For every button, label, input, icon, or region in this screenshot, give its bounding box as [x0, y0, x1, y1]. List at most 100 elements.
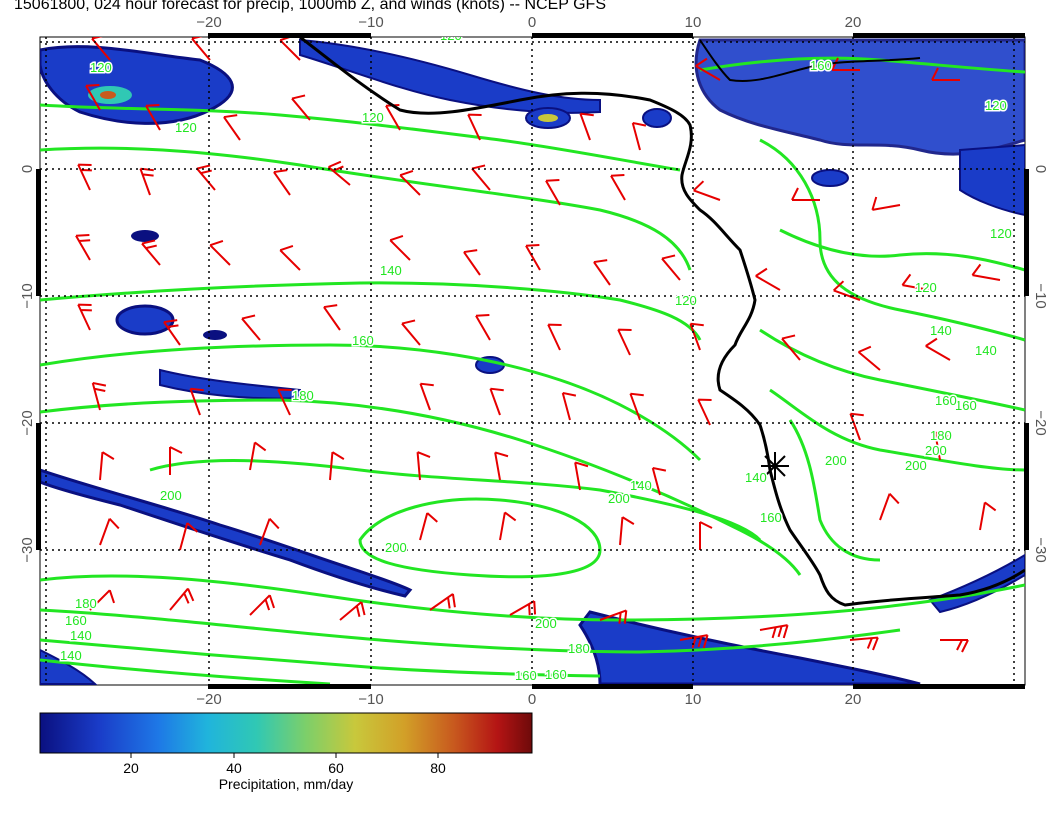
- wind-barb: [85, 83, 101, 111]
- wind-barb: [593, 259, 611, 286]
- contour-label: 120: [90, 60, 112, 75]
- lat-tick-right: −30: [1032, 537, 1049, 562]
- wind-barbs: [75, 37, 1001, 653]
- contour-label: 120: [175, 120, 197, 135]
- contour-label: 160: [810, 58, 832, 73]
- contour-line: [40, 146, 692, 271]
- wind-barb: [940, 639, 969, 653]
- wind-barb: [679, 634, 709, 649]
- wind-barb: [463, 249, 481, 276]
- wind-barb: [241, 314, 261, 341]
- wind-barb: [699, 521, 713, 550]
- wind-barb: [934, 431, 949, 461]
- wind-barb: [689, 322, 704, 351]
- precip-patch: [203, 330, 227, 340]
- wind-barb: [475, 313, 491, 341]
- precip-band-itcz: [299, 38, 601, 114]
- height-contours: [40, 56, 1025, 685]
- wind-barb: [781, 334, 801, 361]
- contour-line: [40, 574, 1025, 622]
- wind-barb: [545, 178, 561, 206]
- colorbar-tick-label: 80: [430, 760, 446, 776]
- contour-label: 180: [292, 388, 314, 403]
- wind-barb: [419, 512, 438, 541]
- wind-barb: [561, 391, 577, 421]
- contour-label: 140: [380, 263, 402, 278]
- contour-line: [40, 398, 802, 576]
- wind-barb: [471, 164, 491, 191]
- contour-line: [40, 103, 681, 172]
- colorbar-title: Precipitation, mm/day: [219, 776, 354, 792]
- wind-barb: [871, 196, 901, 211]
- wind-barb: [277, 388, 292, 416]
- wind-barb: [849, 636, 879, 651]
- contour-label: 140: [70, 628, 92, 643]
- contour-label: 160: [515, 668, 537, 683]
- wind-barb: [693, 180, 721, 201]
- contour-line: [40, 343, 702, 462]
- lon-tick-top: 20: [845, 14, 862, 31]
- wind-barb: [925, 337, 951, 361]
- contour-line: [788, 419, 881, 562]
- wind-barb: [399, 170, 421, 196]
- contour-label: 200: [825, 453, 847, 468]
- lon-tick-top: 10: [685, 14, 702, 31]
- lat-tick-left: −30: [19, 537, 36, 562]
- lon-tick-bottom: 10: [685, 691, 702, 708]
- contour-line: [40, 281, 702, 341]
- wind-barb: [879, 493, 900, 521]
- wind-barb: [196, 164, 216, 191]
- precip-core: [538, 114, 558, 122]
- contour-label: 200: [905, 458, 927, 473]
- wind-barb: [619, 516, 635, 546]
- precip-core: [100, 91, 116, 99]
- contour-label: 180: [568, 641, 590, 656]
- wind-barb: [525, 243, 541, 271]
- wind-barb: [279, 245, 301, 271]
- coastline: [299, 37, 1025, 607]
- wind-barb: [419, 382, 434, 411]
- contour-label: 120: [915, 280, 937, 295]
- wind-barb: [141, 239, 161, 266]
- coastline-north: [699, 39, 921, 82]
- lat-tick-left: 0: [19, 165, 36, 173]
- wind-barb: [259, 518, 280, 546]
- wind-barb: [857, 345, 881, 371]
- wind-barb: [89, 589, 115, 611]
- contour-line: [149, 459, 762, 542]
- colorbar-tick-label: 60: [328, 760, 344, 776]
- contour-label: 160: [352, 333, 374, 348]
- wind-barb: [579, 112, 594, 141]
- contour-label: 120: [990, 226, 1012, 241]
- wind-barb: [249, 441, 267, 471]
- wind-barb: [661, 254, 681, 281]
- colorbar-ticks: [130, 753, 439, 758]
- contour-label: 120: [440, 28, 462, 43]
- precip-patch: [131, 230, 159, 242]
- wind-barb: [617, 328, 632, 356]
- wind-barb: [651, 466, 667, 496]
- wind-barb: [755, 267, 781, 291]
- contour-label: 200: [608, 491, 630, 506]
- wind-barb: [339, 601, 366, 621]
- wind-barb: [833, 280, 861, 301]
- contour-label: 140: [930, 323, 952, 338]
- wind-barb: [323, 304, 341, 331]
- contour-label: 120: [675, 293, 697, 308]
- wind-barb: [401, 319, 421, 346]
- wind-barb: [223, 114, 241, 141]
- contour-label: 180: [930, 428, 952, 443]
- wind-barb: [169, 587, 195, 611]
- lat-tick-right: −20: [1032, 410, 1049, 435]
- lon-tick-bottom: 20: [845, 691, 862, 708]
- wind-barb: [629, 392, 644, 421]
- wind-barb: [327, 160, 351, 186]
- precip-band-front: [40, 468, 413, 598]
- wind-barb: [163, 319, 181, 346]
- wind-barb: [291, 94, 311, 121]
- contour-label: 160: [955, 398, 977, 413]
- wind-barb: [169, 446, 183, 475]
- wind-barb: [279, 37, 301, 61]
- lon-tick-bottom: −10: [358, 691, 383, 708]
